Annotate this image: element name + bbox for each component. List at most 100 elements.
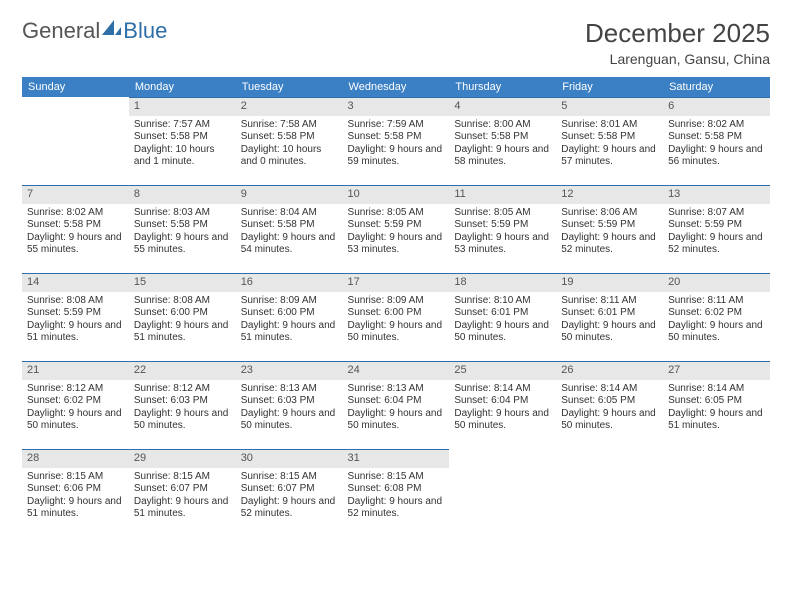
day-body: Sunrise: 8:11 AMSunset: 6:01 PMDaylight:… [556, 292, 663, 348]
day-number: 19 [556, 273, 663, 292]
day-sunrise: Sunrise: 8:12 AM [134, 383, 231, 396]
day-daylight: Daylight: 9 hours and 59 minutes. [348, 144, 445, 169]
day-daylight: Daylight: 9 hours and 50 minutes. [348, 320, 445, 345]
day-sunrise: Sunrise: 8:11 AM [668, 295, 765, 308]
day-body: Sunrise: 8:03 AMSunset: 5:58 PMDaylight:… [129, 204, 236, 260]
day-sunrise: Sunrise: 8:13 AM [348, 383, 445, 396]
day-daylight: Daylight: 10 hours and 0 minutes. [241, 144, 338, 169]
page-subtitle: Larenguan, Gansu, China [585, 51, 770, 67]
day-daylight: Daylight: 9 hours and 50 minutes. [454, 320, 551, 345]
day-number: 26 [556, 361, 663, 380]
day-body: Sunrise: 8:07 AMSunset: 5:59 PMDaylight:… [663, 204, 770, 260]
day-body: Sunrise: 8:13 AMSunset: 6:04 PMDaylight:… [343, 380, 450, 436]
day-body: Sunrise: 8:15 AMSunset: 6:07 PMDaylight:… [129, 468, 236, 524]
day-number: 8 [129, 185, 236, 204]
day-body: Sunrise: 8:14 AMSunset: 6:04 PMDaylight:… [449, 380, 556, 436]
day-daylight: Daylight: 9 hours and 51 minutes. [27, 320, 124, 345]
day-sunset: Sunset: 5:58 PM [561, 131, 658, 144]
day-sunset: Sunset: 5:58 PM [348, 131, 445, 144]
day-sunrise: Sunrise: 8:09 AM [241, 295, 338, 308]
day-number: 3 [343, 97, 450, 116]
day-sunset: Sunset: 6:01 PM [454, 307, 551, 320]
day-sunrise: Sunrise: 8:00 AM [454, 119, 551, 132]
day-sunrise: Sunrise: 8:01 AM [561, 119, 658, 132]
day-body: Sunrise: 8:09 AMSunset: 6:00 PMDaylight:… [343, 292, 450, 348]
day-daylight: Daylight: 9 hours and 54 minutes. [241, 232, 338, 257]
header: General Blue December 2025 Larenguan, Ga… [22, 18, 770, 67]
day-body: Sunrise: 8:15 AMSunset: 6:07 PMDaylight:… [236, 468, 343, 524]
day-body: Sunrise: 8:02 AMSunset: 5:58 PMDaylight:… [663, 116, 770, 172]
day-daylight: Daylight: 9 hours and 50 minutes. [454, 408, 551, 433]
day-sunrise: Sunrise: 8:11 AM [561, 295, 658, 308]
day-body: Sunrise: 8:01 AMSunset: 5:58 PMDaylight:… [556, 116, 663, 172]
day-daylight: Daylight: 9 hours and 50 minutes. [561, 320, 658, 345]
day-daylight: Daylight: 9 hours and 55 minutes. [27, 232, 124, 257]
day-sunrise: Sunrise: 7:59 AM [348, 119, 445, 132]
day-sunset: Sunset: 5:58 PM [454, 131, 551, 144]
sail-icon [102, 18, 122, 44]
day-sunset: Sunset: 6:04 PM [454, 395, 551, 408]
calendar-cell: 7Sunrise: 8:02 AMSunset: 5:58 PMDaylight… [22, 185, 129, 273]
day-body: Sunrise: 7:59 AMSunset: 5:58 PMDaylight:… [343, 116, 450, 172]
day-sunset: Sunset: 6:07 PM [241, 483, 338, 496]
day-number: 23 [236, 361, 343, 380]
day-number: 30 [236, 449, 343, 468]
day-daylight: Daylight: 9 hours and 52 minutes. [348, 496, 445, 521]
day-daylight: Daylight: 9 hours and 50 minutes. [134, 408, 231, 433]
day-daylight: Daylight: 9 hours and 51 minutes. [134, 496, 231, 521]
calendar-table: SundayMondayTuesdayWednesdayThursdayFrid… [22, 77, 770, 537]
day-number: 24 [343, 361, 450, 380]
day-daylight: Daylight: 9 hours and 50 minutes. [348, 408, 445, 433]
calendar-cell: 25Sunrise: 8:14 AMSunset: 6:04 PMDayligh… [449, 361, 556, 449]
day-body: Sunrise: 8:08 AMSunset: 6:00 PMDaylight:… [129, 292, 236, 348]
day-number: 22 [129, 361, 236, 380]
day-body: Sunrise: 8:04 AMSunset: 5:58 PMDaylight:… [236, 204, 343, 260]
logo-text-2: Blue [123, 18, 167, 44]
day-number: 16 [236, 273, 343, 292]
day-daylight: Daylight: 9 hours and 52 minutes. [668, 232, 765, 257]
calendar-cell: 13Sunrise: 8:07 AMSunset: 5:59 PMDayligh… [663, 185, 770, 273]
day-sunrise: Sunrise: 8:15 AM [348, 471, 445, 484]
day-sunrise: Sunrise: 8:04 AM [241, 207, 338, 220]
day-sunset: Sunset: 6:03 PM [134, 395, 231, 408]
day-number: 12 [556, 185, 663, 204]
day-number: 2 [236, 97, 343, 116]
calendar-cell: 22Sunrise: 8:12 AMSunset: 6:03 PMDayligh… [129, 361, 236, 449]
day-daylight: Daylight: 9 hours and 53 minutes. [348, 232, 445, 257]
day-sunset: Sunset: 6:01 PM [561, 307, 658, 320]
day-sunset: Sunset: 5:58 PM [241, 219, 338, 232]
calendar-cell: 5Sunrise: 8:01 AMSunset: 5:58 PMDaylight… [556, 97, 663, 185]
calendar-cell: 27Sunrise: 8:14 AMSunset: 6:05 PMDayligh… [663, 361, 770, 449]
calendar-cell: 4Sunrise: 8:00 AMSunset: 5:58 PMDaylight… [449, 97, 556, 185]
calendar-cell: 28Sunrise: 8:15 AMSunset: 6:06 PMDayligh… [22, 449, 129, 537]
day-daylight: Daylight: 9 hours and 50 minutes. [561, 408, 658, 433]
day-body: Sunrise: 8:14 AMSunset: 6:05 PMDaylight:… [663, 380, 770, 436]
day-daylight: Daylight: 9 hours and 55 minutes. [134, 232, 231, 257]
day-number: 9 [236, 185, 343, 204]
day-sunrise: Sunrise: 8:14 AM [561, 383, 658, 396]
day-daylight: Daylight: 9 hours and 51 minutes. [134, 320, 231, 345]
day-sunset: Sunset: 6:02 PM [27, 395, 124, 408]
day-sunset: Sunset: 6:02 PM [668, 307, 765, 320]
calendar-cell: 19Sunrise: 8:11 AMSunset: 6:01 PMDayligh… [556, 273, 663, 361]
day-sunrise: Sunrise: 8:03 AM [134, 207, 231, 220]
day-body: Sunrise: 8:15 AMSunset: 6:08 PMDaylight:… [343, 468, 450, 524]
day-body: Sunrise: 8:12 AMSunset: 6:02 PMDaylight:… [22, 380, 129, 436]
day-sunrise: Sunrise: 8:02 AM [668, 119, 765, 132]
day-daylight: Daylight: 9 hours and 50 minutes. [27, 408, 124, 433]
day-body: Sunrise: 8:11 AMSunset: 6:02 PMDaylight:… [663, 292, 770, 348]
day-number: 17 [343, 273, 450, 292]
day-sunrise: Sunrise: 8:05 AM [454, 207, 551, 220]
day-number: 7 [22, 185, 129, 204]
logo-text-1: General [22, 18, 100, 44]
calendar-cell: 18Sunrise: 8:10 AMSunset: 6:01 PMDayligh… [449, 273, 556, 361]
day-body: Sunrise: 8:06 AMSunset: 5:59 PMDaylight:… [556, 204, 663, 260]
day-number: 25 [449, 361, 556, 380]
day-sunrise: Sunrise: 8:09 AM [348, 295, 445, 308]
day-sunrise: Sunrise: 7:57 AM [134, 119, 231, 132]
day-body: Sunrise: 8:12 AMSunset: 6:03 PMDaylight:… [129, 380, 236, 436]
day-daylight: Daylight: 9 hours and 50 minutes. [241, 408, 338, 433]
calendar-cell: 12Sunrise: 8:06 AMSunset: 5:59 PMDayligh… [556, 185, 663, 273]
calendar-cell: 9Sunrise: 8:04 AMSunset: 5:58 PMDaylight… [236, 185, 343, 273]
day-sunset: Sunset: 6:04 PM [348, 395, 445, 408]
